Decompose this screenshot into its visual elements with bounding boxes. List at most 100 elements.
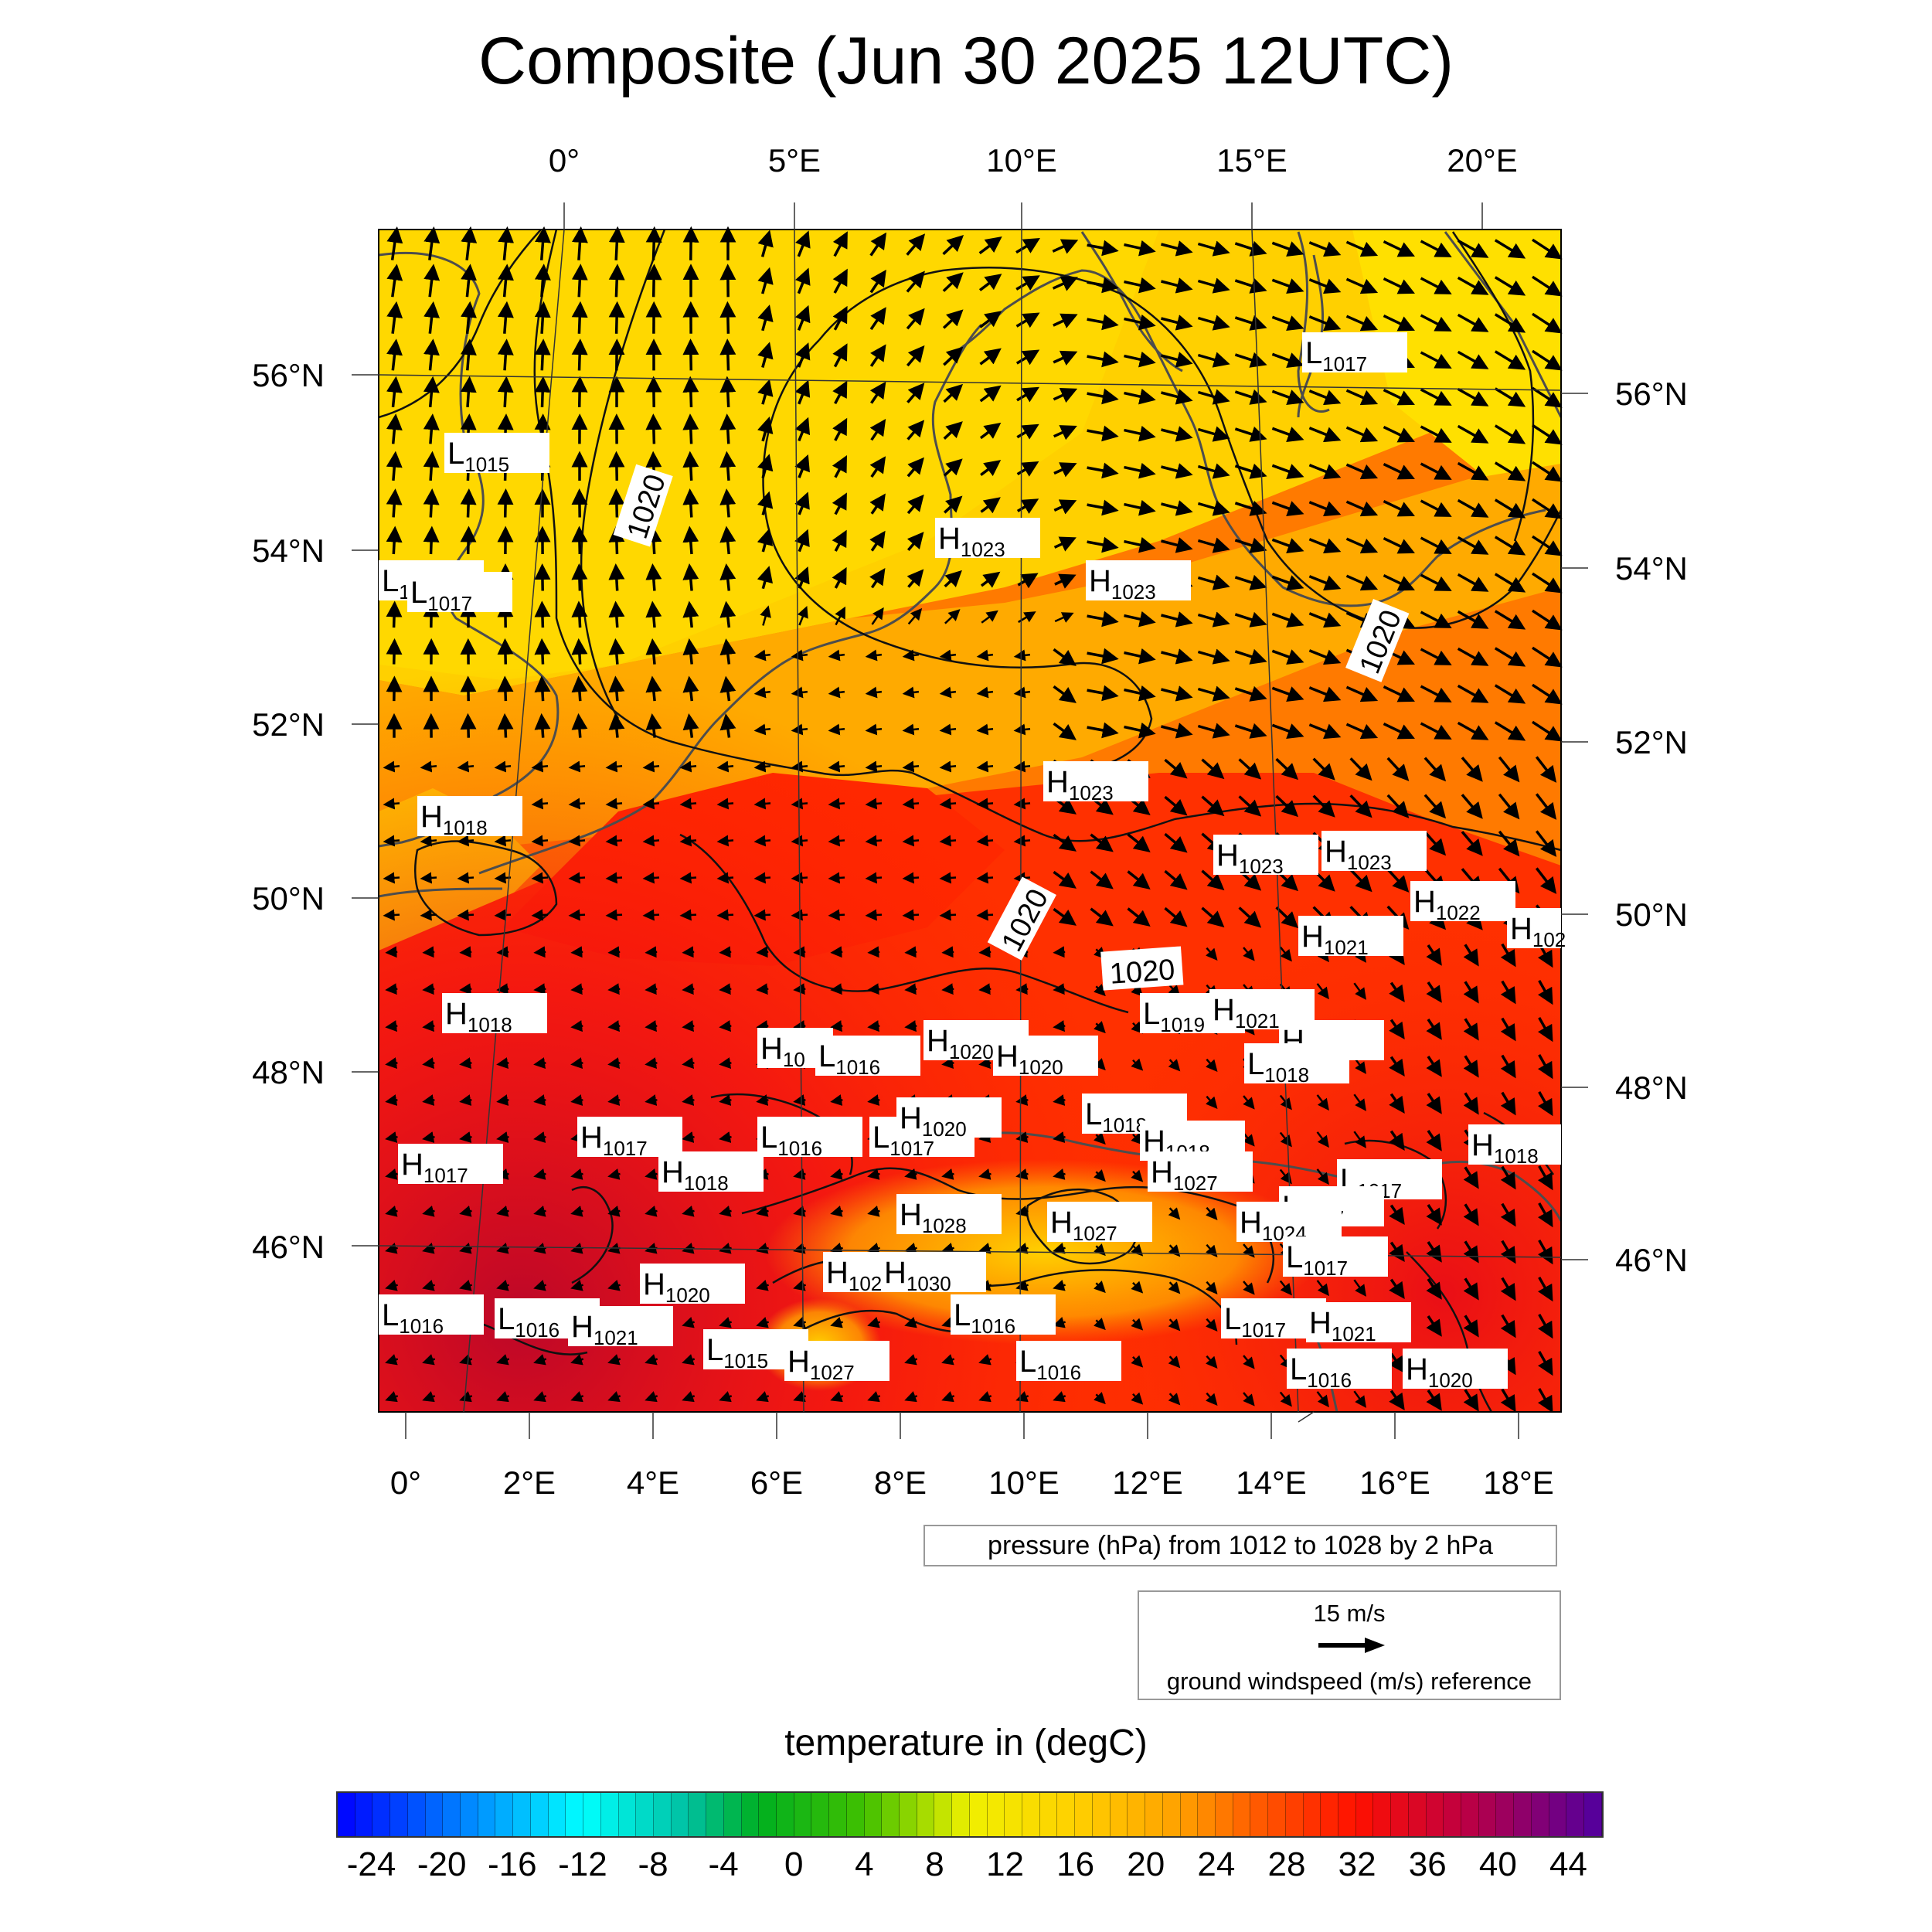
colorbar-segment bbox=[706, 1793, 724, 1836]
wind-arrow-icon bbox=[422, 1243, 435, 1254]
wind-arrow-icon bbox=[828, 835, 845, 847]
temperature-colorbar bbox=[336, 1791, 1604, 1838]
low-pressure-label: L1016 bbox=[379, 1294, 484, 1338]
wind-arrow-icon bbox=[645, 638, 662, 665]
wind-arrow-icon bbox=[1532, 275, 1563, 297]
wind-arrow-icon bbox=[1124, 722, 1156, 739]
wind-arrow-icon bbox=[793, 1391, 807, 1403]
pressure-center-type: L bbox=[954, 1298, 971, 1332]
wind-arrow-icon bbox=[1463, 1166, 1479, 1189]
wind-arrow-icon bbox=[1532, 238, 1563, 260]
colorbar-tick-label: -4 bbox=[708, 1845, 739, 1883]
wind-arrow-icon bbox=[719, 946, 732, 958]
wind-arrow-icon bbox=[1535, 793, 1557, 820]
wind-arrow-icon bbox=[719, 713, 736, 738]
colorbar-tick-label: 8 bbox=[925, 1845, 944, 1883]
svg-text:H1018: H1018 bbox=[1471, 1128, 1539, 1168]
wind-arrow-icon bbox=[535, 226, 551, 260]
wind-arrow-icon bbox=[498, 264, 514, 298]
wind-arrow-icon bbox=[1161, 240, 1193, 257]
colorbar-segment bbox=[776, 1793, 794, 1836]
lon-label-bottom: 4°E bbox=[627, 1464, 679, 1501]
wind-arrow-icon bbox=[457, 835, 474, 847]
wind-arrow-icon bbox=[832, 417, 848, 441]
wind-arrow-icon bbox=[459, 983, 472, 995]
wind-arrow-icon bbox=[1532, 572, 1563, 594]
wind-arrow-icon bbox=[871, 607, 884, 625]
wind-arrow-icon bbox=[1243, 1095, 1255, 1110]
wind-arrow-icon bbox=[571, 226, 588, 260]
colorbar-tick-label: 20 bbox=[1127, 1845, 1165, 1883]
svg-text:L1015: L1015 bbox=[706, 1333, 768, 1372]
wind-arrow-icon bbox=[716, 909, 734, 921]
wind-arrow-icon bbox=[1345, 574, 1379, 591]
wind-arrow-icon bbox=[1243, 1392, 1255, 1406]
pressure-center-value: 1016 bbox=[1307, 1369, 1352, 1392]
colorbar-segment bbox=[1180, 1793, 1199, 1836]
wind-arrow-icon bbox=[607, 1020, 621, 1032]
wind-arrow-icon bbox=[1271, 352, 1304, 368]
wind-arrow-icon bbox=[1308, 315, 1342, 332]
pressure-center-type: L bbox=[382, 564, 399, 598]
wind-arrow-icon bbox=[1234, 352, 1267, 368]
wind-arrow-icon bbox=[1353, 982, 1366, 1000]
wind-arrow-icon bbox=[1271, 575, 1304, 590]
high-pressure-label: H1027 bbox=[1148, 1151, 1253, 1195]
wind-arrow-icon bbox=[941, 1243, 954, 1254]
wind-arrow-icon bbox=[1457, 313, 1489, 332]
pressure-center-type: H bbox=[900, 1101, 922, 1135]
wind-arrow-icon bbox=[1124, 685, 1156, 702]
wind-arrow-icon bbox=[1426, 944, 1442, 966]
wind-arrow-icon bbox=[642, 798, 660, 810]
wind-arrow-icon bbox=[753, 649, 771, 662]
wind-arrow-icon bbox=[682, 451, 699, 481]
wind-arrow-icon bbox=[904, 1243, 917, 1254]
colorbar-tick-label: -20 bbox=[417, 1845, 467, 1883]
colorbar-segment bbox=[1039, 1793, 1058, 1836]
pressure-center-value: 1023 bbox=[1239, 855, 1284, 878]
colorbar-tick-label: -16 bbox=[487, 1845, 537, 1883]
colorbar-segment bbox=[1057, 1793, 1076, 1836]
svg-text:L1016: L1016 bbox=[760, 1121, 822, 1160]
wind-arrow-icon bbox=[385, 1243, 398, 1254]
wind-arrow-icon bbox=[1053, 350, 1078, 366]
wind-arrow-icon bbox=[1124, 425, 1156, 442]
lon-label-top: 5°E bbox=[768, 142, 821, 179]
wind-arrow-icon bbox=[1345, 537, 1379, 554]
wind-arrow-icon bbox=[460, 376, 477, 408]
wind-arrow-icon bbox=[1015, 1206, 1029, 1217]
wind-arrow-icon bbox=[1238, 906, 1262, 928]
wind-arrow-icon bbox=[1308, 575, 1342, 591]
wind-arrow-icon bbox=[869, 493, 886, 515]
wind-arrow-icon bbox=[423, 376, 440, 407]
pressure-center-value: 1016 bbox=[515, 1318, 560, 1342]
wind-arrow-icon bbox=[1498, 793, 1520, 820]
wind-arrow-icon bbox=[1461, 831, 1483, 856]
pressure-center-value: 1018 bbox=[1264, 1063, 1309, 1087]
wind-arrow-icon bbox=[904, 1020, 917, 1032]
wind-arrow-icon bbox=[832, 455, 847, 478]
wind-arrow-icon bbox=[832, 566, 847, 589]
wind-arrow-icon bbox=[645, 1020, 658, 1032]
wind-arrow-icon bbox=[496, 1206, 509, 1217]
wind-arrow-icon bbox=[1279, 946, 1292, 962]
lon-label-bottom: 0° bbox=[390, 1464, 421, 1501]
pressure-center-value: 1027 bbox=[1073, 1222, 1117, 1245]
high-pressure-label: H1020 bbox=[640, 1264, 745, 1307]
pressure-center-type: L bbox=[1286, 1240, 1303, 1274]
wind-arrow-icon bbox=[496, 1131, 509, 1143]
wind-arrow-icon bbox=[1197, 500, 1230, 516]
svg-text:L1016: L1016 bbox=[1019, 1345, 1081, 1384]
wind-arrow-icon bbox=[1016, 498, 1039, 514]
pressure-center-type: H bbox=[1050, 1206, 1073, 1240]
colorbar-tick-label: 36 bbox=[1408, 1845, 1447, 1883]
svg-text:H1018: H1018 bbox=[420, 800, 488, 839]
colorbar-title: temperature in (degC) bbox=[784, 1723, 1148, 1764]
wind-arrow-icon bbox=[1015, 237, 1041, 254]
wind-arrow-icon bbox=[1426, 981, 1442, 1003]
wind-arrow-icon bbox=[1420, 611, 1452, 628]
high-pressure-label: H1017 bbox=[577, 1117, 682, 1160]
wind-arrow-icon bbox=[385, 1131, 398, 1143]
wind-arrow-icon bbox=[1308, 538, 1342, 554]
wind-arrow-icon bbox=[1124, 388, 1156, 405]
